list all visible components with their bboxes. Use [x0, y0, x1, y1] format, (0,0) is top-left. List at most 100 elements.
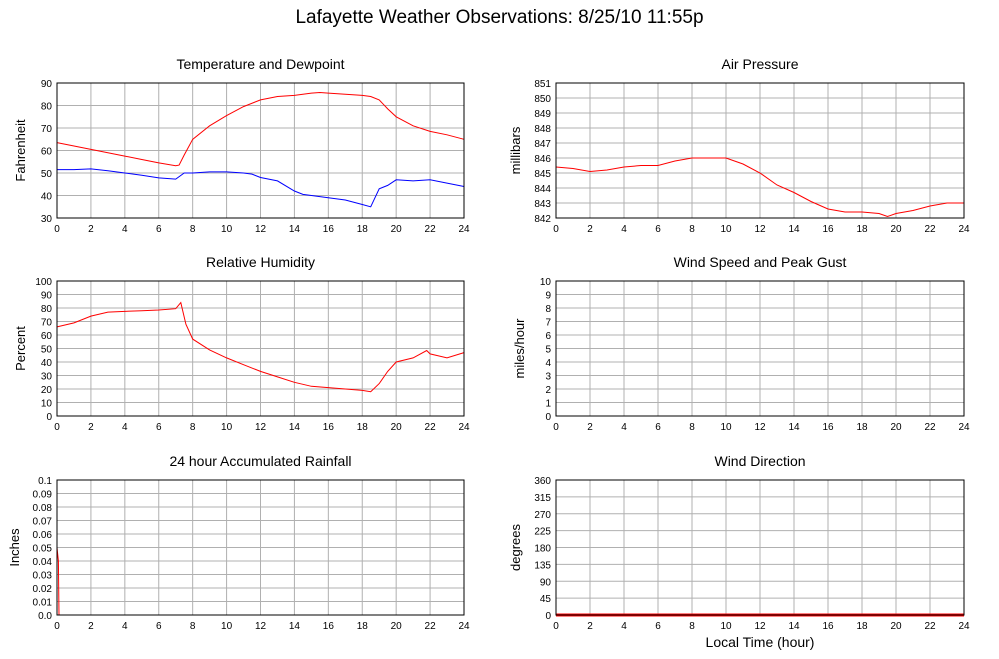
chart-humidity: 0 2 4 6 8 10 12 14 16 18 20 22 240102030405060708090… [13, 254, 470, 433]
y-tick-label: 850 [534, 94, 551, 105]
x-tick-label: 4 [122, 422, 128, 433]
x-tick-label: 2 [88, 621, 94, 632]
y-tick-label: 0 [46, 412, 52, 423]
y-tick-label: 90 [540, 577, 552, 588]
y-tick-label: 0.02 [33, 584, 53, 595]
x-tick-label: 16 [822, 621, 834, 632]
y-tick-label: 0.03 [33, 571, 53, 582]
x-tick-label: 8 [689, 422, 695, 433]
x-tick-label: 22 [425, 621, 437, 632]
y-tick-label: 847 [534, 139, 551, 150]
x-tick-label: 14 [289, 422, 301, 433]
y-tick-label: 0.08 [33, 503, 53, 514]
y-axis-label: degrees [508, 524, 523, 571]
x-tick-label: 14 [289, 621, 301, 632]
y-tick-label: 4 [545, 358, 551, 369]
x-tick-label: 18 [856, 621, 868, 632]
y-tick-label: 70 [41, 318, 53, 329]
x-tick-label: 4 [122, 621, 128, 632]
y-tick-label: 60 [41, 331, 53, 342]
y-tick-label: 3 [545, 372, 551, 383]
y-tick-label: 70 [41, 124, 53, 135]
chart-temp: 0 2 4 6 8 10 12 14 16 18 20 22 2430405060708090Tempe… [13, 56, 470, 235]
chart-title: Wind Speed and Peak Gust [674, 254, 847, 270]
chart-title: Wind Direction [714, 453, 805, 469]
series-line-0 [56, 301, 465, 393]
y-tick-label: 0.07 [33, 517, 53, 528]
x-tick-label: 6 [655, 422, 661, 433]
y-tick-label: 100 [35, 277, 52, 288]
y-tick-label: 10 [540, 277, 552, 288]
y-tick-label: 135 [534, 560, 551, 571]
x-tick-label: 20 [890, 621, 902, 632]
y-tick-label: 360 [534, 476, 551, 487]
x-tick-label: 10 [221, 621, 233, 632]
x-tick-label: 6 [655, 621, 661, 632]
series-line-0 [555, 157, 964, 218]
x-tick-label: 16 [323, 621, 335, 632]
x-tick-label: 18 [357, 422, 369, 433]
plot-frame [56, 82, 465, 219]
chart-rain: 0 2 4 6 8 10 12 14 16 18 20 22 240.00.010.020.030.04… [7, 453, 470, 632]
x-tick-label: 24 [458, 621, 470, 632]
y-tick-label: 40 [41, 192, 53, 203]
x-tick-label: 12 [754, 224, 766, 235]
x-tick-label: 4 [621, 224, 627, 235]
y-tick-label: 2 [545, 385, 551, 396]
y-tick-label: 60 [41, 147, 53, 158]
x-tick-label: 12 [255, 224, 267, 235]
x-tick-label: 22 [425, 422, 437, 433]
y-tick-label: 1 [545, 399, 551, 410]
x-tick-label: 0 [54, 422, 60, 433]
chart-pressure: 0 2 4 6 8 10 12 14 16 18 20 22 248428438448458468478… [508, 56, 970, 235]
chart-title: Air Pressure [721, 56, 798, 72]
x-tick-label: 14 [788, 422, 800, 433]
x-tick-label: 8 [190, 621, 196, 632]
x-tick-label: 8 [190, 422, 196, 433]
y-tick-label: 0.04 [33, 557, 53, 568]
x-tick-label: 10 [720, 422, 732, 433]
x-tick-label: 12 [255, 422, 267, 433]
y-tick-label: 50 [41, 169, 53, 180]
x-tick-label: 22 [924, 621, 936, 632]
x-tick-label: 0 [54, 621, 60, 632]
x-tick-label: 2 [88, 224, 94, 235]
y-tick-label: 0.01 [33, 598, 53, 609]
x-tick-label: 18 [856, 224, 868, 235]
chart-title: Temperature and Dewpoint [176, 56, 344, 72]
y-tick-label: 848 [534, 124, 551, 135]
x-tick-label: 16 [822, 224, 834, 235]
x-tick-label: 14 [289, 224, 301, 235]
x-tick-label: 0 [553, 422, 559, 433]
plot-frame [56, 280, 465, 417]
x-tick-label: 20 [391, 224, 403, 235]
y-tick-label: 5 [545, 345, 551, 356]
y-tick-label: 851 [534, 79, 551, 90]
y-axis-label: Inches [7, 528, 22, 567]
x-tick-label: 24 [958, 224, 970, 235]
x-tick-label: 14 [788, 224, 800, 235]
x-tick-label: 14 [788, 621, 800, 632]
y-axis-label: Percent [13, 326, 28, 371]
series-line-1 [57, 168, 465, 208]
y-tick-label: 30 [41, 372, 53, 383]
x-tick-label: 0 [553, 224, 559, 235]
x-tick-label: 8 [689, 621, 695, 632]
y-tick-label: 80 [41, 304, 53, 315]
x-tick-label: 2 [587, 224, 593, 235]
x-tick-label: 24 [958, 621, 970, 632]
y-tick-label: 845 [534, 169, 551, 180]
x-tick-label: 6 [655, 224, 661, 235]
y-tick-label: 8 [545, 304, 551, 315]
x-tick-label: 2 [587, 621, 593, 632]
x-tick-label: 12 [754, 621, 766, 632]
x-tick-label: 6 [156, 621, 162, 632]
y-tick-label: 0.06 [33, 530, 53, 541]
y-axis-label: Fahrenheit [13, 119, 28, 182]
y-axis-label: miles/hour [512, 318, 527, 379]
y-tick-label: 846 [534, 154, 551, 165]
y-tick-label: 20 [41, 385, 53, 396]
y-tick-label: 6 [545, 331, 551, 342]
y-tick-label: 0.1 [38, 476, 52, 487]
